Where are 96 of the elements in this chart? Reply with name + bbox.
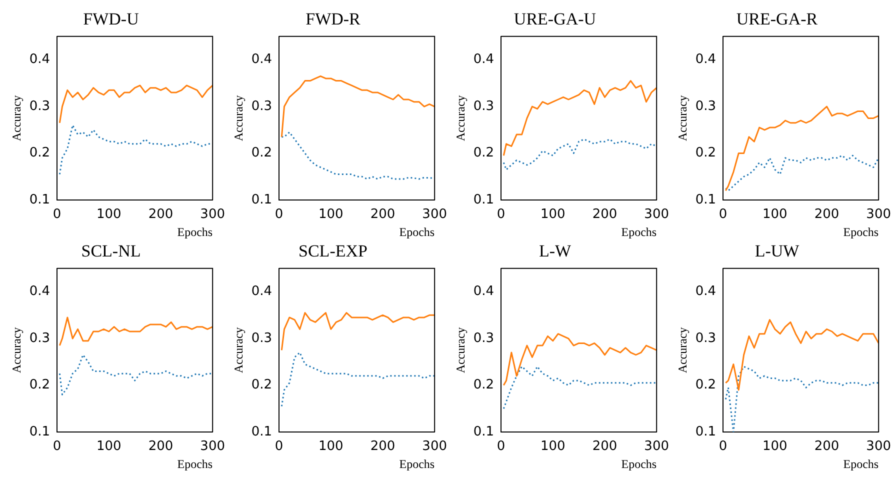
chart-title: URE-GA-R [736, 10, 818, 29]
x-tick-label: 200 [148, 207, 174, 222]
y-tick-label: 0.3 [695, 330, 716, 346]
y-tick-label: 0.1 [29, 192, 50, 208]
x-tick-label: 300 [422, 439, 448, 454]
x-axis-title: Epochs [843, 224, 879, 239]
line-series [502, 366, 657, 410]
y-axis-title: Accuracy [9, 95, 24, 142]
x-tick-label: 200 [592, 207, 618, 222]
x-tick-label: 200 [814, 439, 840, 454]
x-tick-label: 300 [644, 207, 670, 222]
x-tick-label: 100 [318, 207, 344, 222]
x-tick-label: 0 [52, 207, 62, 222]
x-tick-label: 300 [200, 207, 226, 222]
y-axis-title: Accuracy [9, 327, 24, 374]
line-series [280, 352, 435, 408]
x-tick-label: 0 [496, 439, 506, 454]
x-axis-title: Epochs [843, 456, 879, 471]
x-tick-label: 100 [96, 207, 122, 222]
y-tick-label: 0.4 [473, 284, 494, 300]
y-tick-label: 0.2 [29, 378, 50, 393]
x-tick-label: 300 [866, 207, 892, 222]
y-tick-label: 0.3 [251, 330, 272, 346]
y-tick-label: 0.2 [251, 378, 272, 393]
y-axis-title: Accuracy [453, 327, 468, 374]
y-tick-label: 0.2 [695, 146, 716, 161]
y-axis-title: Accuracy [231, 95, 246, 142]
y-tick-label: 0.4 [473, 52, 494, 68]
y-tick-label: 0.3 [251, 98, 272, 114]
x-tick-label: 100 [96, 439, 122, 454]
x-tick-label: 200 [814, 207, 840, 222]
x-axis-title: Epochs [621, 224, 657, 239]
y-tick-label: 0.3 [29, 98, 50, 114]
y-tick-label: 0.4 [251, 284, 272, 300]
y-tick-label: 0.1 [695, 424, 716, 440]
chart-title: FWD-R [306, 10, 362, 29]
y-tick-label: 0.4 [695, 52, 716, 68]
line-series [58, 124, 213, 176]
y-axis-title: Accuracy [675, 327, 690, 374]
y-tick-label: 0.3 [473, 98, 494, 114]
y-axis-title: Accuracy [453, 95, 468, 142]
x-tick-label: 0 [274, 207, 284, 222]
x-tick-label: 100 [762, 207, 788, 222]
y-tick-label: 0.4 [29, 284, 50, 300]
y-tick-label: 0.3 [29, 330, 50, 346]
y-tick-label: 0.2 [473, 146, 494, 161]
x-axis-title: Epochs [399, 224, 435, 239]
y-axis-title: Accuracy [675, 95, 690, 142]
x-tick-label: 0 [274, 439, 284, 454]
y-tick-label: 0.2 [251, 146, 272, 161]
x-tick-label: 0 [496, 207, 506, 222]
chart-title: SCL-NL [81, 242, 141, 261]
x-tick-label: 300 [866, 439, 892, 454]
x-tick-label: 0 [52, 439, 62, 454]
x-tick-label: 200 [370, 207, 396, 222]
line-series [58, 354, 213, 396]
y-tick-label: 0.2 [695, 378, 716, 393]
y-tick-label: 0.4 [29, 52, 50, 68]
x-axis-title: Epochs [621, 456, 657, 471]
y-tick-label: 0.4 [251, 52, 272, 68]
x-tick-label: 0 [718, 439, 728, 454]
y-tick-label: 0.1 [251, 192, 272, 208]
x-tick-label: 300 [200, 439, 226, 454]
chart-title: L-UW [754, 242, 800, 261]
x-axis-title: Epochs [399, 456, 435, 471]
y-tick-label: 0.1 [29, 424, 50, 440]
line-series [502, 138, 657, 170]
x-tick-label: 200 [148, 439, 174, 454]
x-axis-title: Epochs [177, 224, 213, 239]
x-tick-label: 200 [370, 439, 396, 454]
x-axis-title: Epochs [177, 456, 213, 471]
chart-title: URE-GA-U [514, 10, 596, 29]
y-tick-label: 0.1 [473, 424, 494, 440]
chart-title: FWD-U [83, 10, 139, 29]
x-tick-label: 100 [762, 439, 788, 454]
y-tick-label: 0.2 [473, 378, 494, 393]
y-tick-label: 0.3 [695, 98, 716, 114]
y-tick-label: 0.1 [251, 424, 272, 440]
x-tick-label: 100 [318, 439, 344, 454]
x-tick-label: 300 [644, 439, 670, 454]
y-tick-label: 0.4 [695, 284, 716, 300]
y-tick-label: 0.2 [29, 146, 50, 161]
x-tick-label: 200 [592, 439, 618, 454]
line-series [280, 131, 435, 180]
x-tick-label: 0 [718, 207, 728, 222]
x-tick-label: 300 [422, 207, 448, 222]
chart-title: SCL-EXP [298, 242, 368, 261]
y-tick-label: 0.3 [473, 330, 494, 346]
y-tick-label: 0.1 [473, 192, 494, 208]
x-tick-label: 100 [540, 439, 566, 454]
line-series [724, 154, 879, 192]
y-tick-label: 0.1 [695, 192, 716, 208]
chart-title: L-W [538, 242, 572, 261]
x-tick-label: 100 [540, 207, 566, 222]
y-axis-title: Accuracy [231, 327, 246, 374]
line-series [724, 366, 879, 432]
